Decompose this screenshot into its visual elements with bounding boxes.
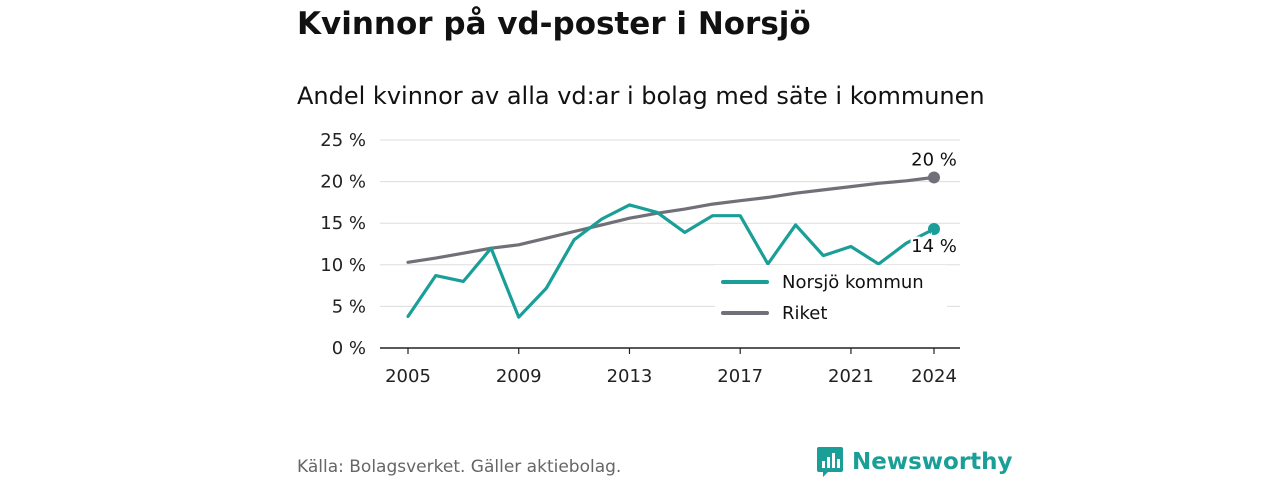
- series-line-norsjo: [406, 203, 936, 319]
- y-tick-label: 20 %: [320, 172, 366, 193]
- endpoint-dot-norsjo: [928, 223, 940, 236]
- series-line-riket: [406, 175, 936, 264]
- grid-lines: [380, 139, 960, 349]
- line-chart: 0 %5 %10 %15 %20 %25 % 2005 2009 2013 2017 2…: [320, 130, 960, 387]
- endpoint-dot-riket: [928, 171, 940, 184]
- legend: Norsjö kommun Riket: [715, 265, 947, 331]
- x-tick-label: 2013: [607, 366, 653, 387]
- end-label-norsjo: 14 %: [911, 236, 957, 257]
- x-tick-label: 2021: [828, 366, 874, 387]
- legend-label-riket: Riket: [782, 303, 827, 324]
- source-note: Källa: Bolagsverket. Gäller aktiebolag.: [297, 457, 622, 477]
- x-tick-label: 2024: [911, 366, 957, 387]
- series-endpoints: 20 % 14 %: [909, 149, 960, 259]
- brand-name: Newsworthy: [852, 449, 1013, 475]
- x-tick-label: 2009: [496, 366, 542, 387]
- legend-label-norsjo: Norsjö kommun: [782, 272, 924, 293]
- y-tick-label: 25 %: [320, 130, 366, 151]
- x-axis-ticks: 2005 2009 2013 2017 2021 2024: [385, 348, 957, 387]
- newsworthy-icon: [817, 447, 843, 477]
- y-tick-label: 5 %: [332, 296, 366, 317]
- legend-box: [715, 265, 947, 331]
- newsworthy-logo: Newsworthy: [816, 446, 1013, 478]
- y-tick-label: 10 %: [320, 255, 366, 276]
- chart-subtitle: Andel kvinnor av alla vd:ar i bolag med …: [297, 82, 985, 110]
- end-label-riket: 20 %: [911, 149, 957, 170]
- x-tick-label: 2017: [717, 366, 763, 387]
- chart-title: Kvinnor på vd-poster i Norsjö: [297, 6, 811, 42]
- x-tick-label: 2005: [385, 366, 431, 387]
- series-lines: [406, 175, 936, 319]
- y-tick-label: 0 %: [332, 338, 366, 359]
- y-tick-label: 15 %: [320, 213, 366, 234]
- y-axis-ticks: 0 % 5 % 10 % 15 % 20 % 25 %: [320, 130, 366, 359]
